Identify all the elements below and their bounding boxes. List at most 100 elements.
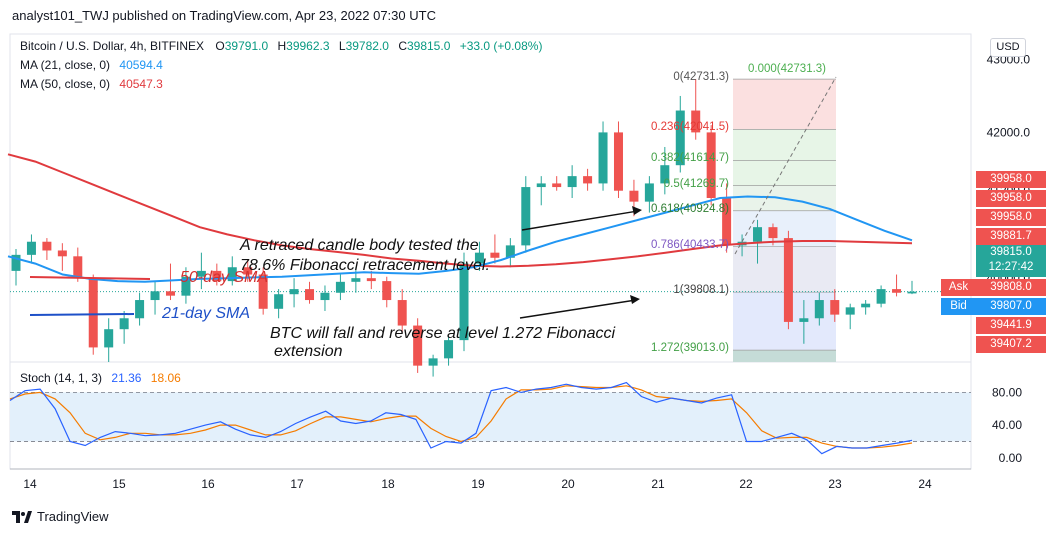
time-tick-label: 15 <box>112 477 126 491</box>
fib-zone-0 <box>733 79 836 130</box>
candle-body <box>583 176 593 184</box>
ma50-label: MA (50, close, 0) <box>20 77 111 91</box>
fib-label-0: 0(42731.3) <box>673 71 729 84</box>
candle-body <box>459 263 469 341</box>
candle-body <box>598 132 608 184</box>
time-tick-label: 18 <box>381 477 395 491</box>
sma21-legend-line <box>29 313 135 316</box>
low-value: 39782.0 <box>345 39 389 53</box>
ma21-legend[interactable]: MA (21, close, 0) 40594.4 <box>20 58 163 72</box>
candle-body <box>366 278 376 282</box>
currency-button[interactable]: USD <box>990 38 1026 57</box>
fall-annotation-line1: BTC will fall and reverse at level 1.272… <box>270 325 616 342</box>
candle-body <box>165 291 175 296</box>
fib-zone-1 <box>733 129 836 161</box>
candle-body <box>212 270 222 282</box>
candle-body <box>490 252 500 258</box>
fib-zone-7 <box>733 350 836 362</box>
candle-body <box>660 165 670 184</box>
candle-body <box>413 325 423 366</box>
price-chip-4: 39881.7 <box>976 228 1046 245</box>
candle-body <box>351 278 361 282</box>
close-label: C <box>398 39 407 53</box>
symbol-legend: Bitcoin / U.S. Dollar, 4h, BITFINEX O 397… <box>20 39 542 53</box>
fib-retracement-zones[interactable] <box>10 78 971 362</box>
candle-body <box>88 278 98 348</box>
axes-labels: 43000.042000.041200.040000.080.0040.000.… <box>23 53 1030 491</box>
arrow-retrace <box>521 210 639 231</box>
candle-body <box>474 252 484 264</box>
close-value: 39815.0 <box>406 39 451 53</box>
time-tick-label: 17 <box>290 477 304 491</box>
ma21-value: 40594.4 <box>119 58 163 72</box>
candle-body <box>26 241 36 255</box>
candle-body <box>181 276 191 296</box>
fall-annotation: BTC will fall and reverse at level 1.272… <box>270 325 615 361</box>
candle-body <box>861 303 871 308</box>
candle-body <box>104 329 114 348</box>
candle-body <box>830 300 840 315</box>
ma50-legend[interactable]: MA (50, close, 0) 40547.3 <box>20 77 163 91</box>
sma50-legend-line <box>29 276 151 280</box>
bar-countdown: 12:27:42 <box>988 261 1034 273</box>
ma21-line <box>7 195 913 283</box>
stoch-legend[interactable]: Stoch (14, 1, 3) 21.36 18.06 <box>20 371 181 385</box>
stoch-k-line <box>9 381 913 455</box>
retrace-annotation: A retraced candle body tested the 78.6% … <box>240 236 490 276</box>
candle-body <box>644 183 654 202</box>
time-tick-label: 23 <box>828 477 842 491</box>
open-label: O <box>215 39 225 53</box>
time-tick-label: 14 <box>23 477 37 491</box>
candle-body <box>42 241 52 251</box>
symbol-name[interactable]: Bitcoin / U.S. Dollar, 4h, BITFINEX <box>20 39 205 53</box>
candle-body <box>845 307 855 315</box>
time-tick-label: 24 <box>918 477 932 491</box>
candle-body <box>150 291 160 301</box>
ma50-line <box>7 153 913 268</box>
candle-body <box>505 245 515 258</box>
fib-zone-2 <box>733 160 836 186</box>
candle-body <box>907 291 917 294</box>
candle-body <box>305 289 315 301</box>
candle-body <box>444 340 454 359</box>
fib-label-0.236: 0.236(42041.5) <box>650 121 729 134</box>
bid-value: 39807.0 <box>976 298 1046 315</box>
fall-annotation-line2: extension <box>274 343 343 360</box>
sma21-label: 21-day SMA <box>162 305 251 322</box>
candle-body <box>876 289 886 304</box>
candle-body <box>382 281 392 301</box>
fib-label-0.618: 0.618(40924.8) <box>650 202 729 215</box>
candle-body <box>119 318 129 330</box>
candle-body <box>799 318 809 322</box>
tradingview-logo[interactable]: TradingView <box>12 509 109 524</box>
publisher-credit: analyst101_TWJ published on TradingView.… <box>12 8 436 23</box>
time-tick-label: 19 <box>471 477 485 491</box>
low-label: L <box>338 39 346 53</box>
stoch-tick-label: 40.00 <box>992 418 1022 432</box>
bid-label: Bid <box>941 298 976 315</box>
candle-body <box>289 289 299 295</box>
fib-label-1: 1(39808.1) <box>673 284 729 297</box>
candle-body <box>196 270 206 277</box>
candle-body <box>892 289 902 293</box>
candle-body <box>428 358 438 366</box>
candle-body <box>536 183 546 188</box>
stochastic-pane <box>9 381 971 455</box>
ask-label: Ask <box>941 279 976 296</box>
retrace-annotation-line1: A retraced candle body tested the <box>240 237 479 254</box>
price-chip-5: 39441.9 <box>976 317 1046 334</box>
moving-averages <box>7 153 913 283</box>
arrow-extension <box>519 299 637 319</box>
candle-body <box>335 281 345 293</box>
price-chip-1: 39958.0 <box>976 171 1046 188</box>
stoch-k-value: 21.36 <box>111 371 142 385</box>
candle-body <box>258 274 268 309</box>
candle-body <box>135 300 145 319</box>
time-tick-label: 21 <box>651 477 665 491</box>
time-tick-label: 16 <box>201 477 215 491</box>
stoch-tick-label: 80.00 <box>992 385 1022 399</box>
candle-body <box>11 254 21 271</box>
retrace-annotation-line2: 78.6% Fibonacci retracement level. <box>240 257 490 274</box>
last-price-value: 39815.0 <box>990 246 1032 258</box>
